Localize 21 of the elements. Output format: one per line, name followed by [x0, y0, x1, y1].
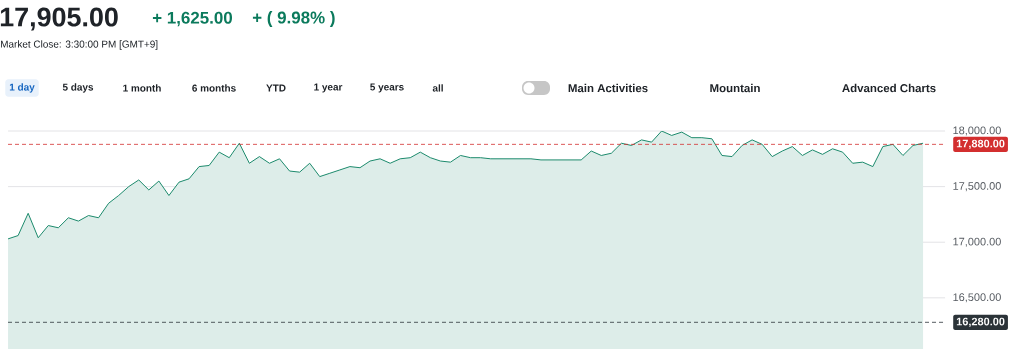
- y-tick-label: 18,000.00: [953, 126, 1001, 136]
- text: 1 year: [314, 83, 343, 93]
- text: 1 month: [123, 84, 161, 92]
- chart-title: 17,905.00: [0, 7, 118, 31]
- text: YTD: [266, 84, 286, 92]
- text: Mountain: [710, 83, 760, 93]
- text: 6 months: [192, 84, 236, 92]
- chart-subtitle: Market Close: 3:30:00 PM [GMT+9]: [1, 40, 158, 50]
- text: + ( 9.98% ): [252, 11, 335, 27]
- text: Main Activities: [568, 83, 648, 93]
- y-tick-label: 17,500.00: [953, 182, 1001, 192]
- y-tick-label: 16,500.00: [953, 293, 1001, 303]
- text: + 1,625.00: [152, 11, 233, 27]
- ref-line-label: 17,880.00: [956, 139, 1005, 150]
- text: 5 days: [62, 83, 94, 93]
- text: 5 years: [370, 83, 404, 93]
- ref-line-label: 16,280.00: [956, 317, 1005, 327]
- text: Advanced Charts: [842, 83, 936, 93]
- y-tick-label: 17,000.00: [953, 237, 1001, 247]
- text: all: [432, 84, 443, 92]
- text: 1 day: [9, 83, 35, 93]
